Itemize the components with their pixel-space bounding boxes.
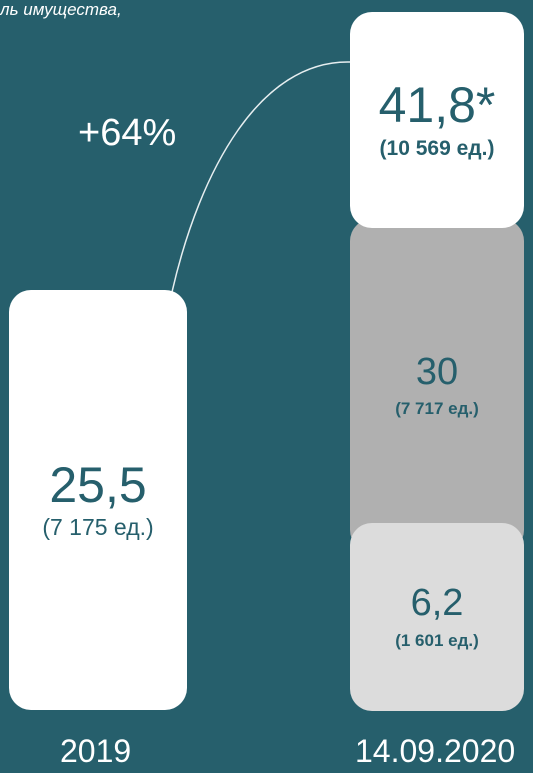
bar-2020-segment-bottom: 6,2 (1 601 ед.)	[350, 523, 524, 711]
bar-2020-total-units: (10 569 ед.)	[379, 137, 495, 161]
bar-2020-segment-mid: 30 (7 717 ед.)	[350, 219, 524, 552]
bar-2019-value: 25,5	[49, 457, 147, 514]
segment-mid-value: 30	[415, 350, 459, 393]
x-axis-label-2019: 2019	[60, 733, 132, 769]
segment-bottom-units: (1 601 ед.)	[395, 630, 479, 650]
header-note: ль имущества,	[0, 0, 122, 19]
bar-2019: 25,5 (7 175 ед.)	[9, 290, 187, 710]
segment-mid-units: (7 717 ед.)	[395, 399, 479, 419]
x-axis-label-2020: 14.09.2020	[355, 733, 516, 769]
bar-2020-total: 41,8* (10 569 ед.)	[350, 12, 524, 228]
segment-bottom-value: 6,2	[410, 582, 464, 625]
bar-2019-units: (7 175 ед.)	[42, 513, 154, 540]
growth-label: +64%	[78, 112, 177, 154]
bar-2020-total-value: 41,8*	[378, 76, 496, 133]
